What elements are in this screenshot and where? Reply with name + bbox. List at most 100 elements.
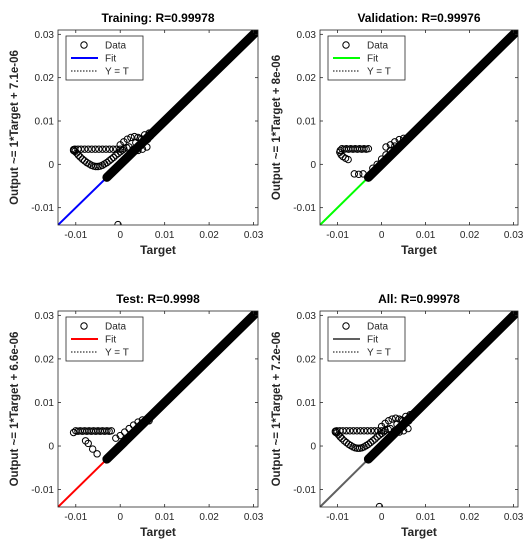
y-tick-label: 0.02 xyxy=(297,73,317,84)
data-point xyxy=(363,427,372,435)
data-point xyxy=(356,427,365,435)
legend-label: Fit xyxy=(367,335,378,346)
data-point xyxy=(91,145,100,153)
data-point xyxy=(391,427,399,435)
data-point xyxy=(355,170,363,179)
legend-label: Data xyxy=(367,41,389,52)
y-axis-label: Output ~= 1*Target + 8e-06 xyxy=(271,55,283,200)
data-point xyxy=(338,434,346,443)
regression-panel: -0.01 0 0.01 0.02 0.03 -0.01 0 0.01 0.02 0.03 Vali… xyxy=(271,11,524,257)
x-tick-label: -0.01 xyxy=(64,512,87,523)
data-point xyxy=(112,145,121,153)
x-axis-label: Target xyxy=(401,525,437,539)
data-point xyxy=(102,145,110,153)
x-axis-label: Target xyxy=(401,243,437,257)
data-point xyxy=(395,428,403,436)
legend-data-marker xyxy=(80,322,88,330)
data-point xyxy=(84,145,92,153)
data-point xyxy=(95,145,103,153)
y-tick-label: -0.01 xyxy=(293,485,316,496)
chart-title: Validation: R=0.99976 xyxy=(357,11,480,25)
legend-label: Fit xyxy=(105,54,116,65)
x-tick-label: 0.02 xyxy=(199,512,219,523)
x-tick-label: 0.02 xyxy=(199,230,219,241)
data-point xyxy=(114,220,122,225)
x-axis-label: Target xyxy=(140,525,176,539)
y-tick-label: 0.01 xyxy=(35,398,55,409)
data-point xyxy=(371,435,379,443)
legend: Data Fit Y = T xyxy=(65,316,144,362)
legend-data-marker xyxy=(342,41,350,49)
legend-label: Data xyxy=(105,322,127,333)
legend-label: Fit xyxy=(105,335,116,346)
data-point xyxy=(92,162,100,171)
data-point xyxy=(346,427,354,435)
data-point xyxy=(80,145,89,153)
data-point xyxy=(369,437,377,445)
x-tick-label: 0.03 xyxy=(504,230,524,241)
y-tick-label: 0.02 xyxy=(35,354,55,365)
chart-title: All: R=0.99978 xyxy=(378,292,460,306)
data-point xyxy=(109,145,117,153)
data-point xyxy=(134,418,142,426)
y-tick-label: -0.01 xyxy=(31,485,54,496)
data-point xyxy=(109,153,118,162)
y-tick-label: 0 xyxy=(48,160,54,171)
data-point xyxy=(350,170,359,178)
data-point xyxy=(375,502,384,507)
data-point xyxy=(382,151,390,159)
data-point xyxy=(76,153,84,161)
data-point xyxy=(377,155,386,163)
x-tick-label: 0.02 xyxy=(460,512,480,523)
legend-label: Y = T xyxy=(367,67,391,78)
data-point xyxy=(404,134,412,143)
y-tick-label: 0.01 xyxy=(297,398,317,409)
data-point xyxy=(353,427,361,435)
y-tick-label: 0.03 xyxy=(297,311,317,322)
data-point xyxy=(359,170,367,178)
y-axis-label: Output ~= 1*Target + 7.1e-06 xyxy=(9,50,21,205)
data-point xyxy=(373,160,381,169)
data-point xyxy=(344,155,352,164)
regression-panel: -0.01 0 0.01 0.02 0.03 -0.01 0 0.01 0.02 0.03 Trai… xyxy=(9,11,264,257)
x-tick-label: 0.01 xyxy=(155,230,175,241)
y-tick-label: 0.02 xyxy=(35,73,55,84)
x-tick-label: 0.03 xyxy=(244,512,264,523)
y-tick-label: 0.01 xyxy=(35,117,55,128)
data-point xyxy=(374,427,382,435)
data-point xyxy=(129,145,138,153)
plot-content xyxy=(58,30,258,225)
axes-box xyxy=(319,29,519,226)
legend-label: Y = T xyxy=(105,348,129,359)
legend-label: Y = T xyxy=(105,67,129,78)
data-point xyxy=(105,145,114,153)
x-tick-label: -0.01 xyxy=(326,512,349,523)
data-point xyxy=(107,155,116,163)
y-tick-label: 0.02 xyxy=(297,354,317,365)
plot-content xyxy=(320,311,518,507)
data-point xyxy=(339,427,347,435)
data-point xyxy=(370,427,379,435)
axes-box xyxy=(57,29,259,226)
data-point xyxy=(342,427,351,435)
legend-label: Data xyxy=(367,322,389,333)
data-dense-band xyxy=(102,30,258,182)
x-tick-label: 0.03 xyxy=(244,230,264,241)
data-point xyxy=(393,420,401,428)
x-tick-label: -0.01 xyxy=(64,230,87,241)
data-point xyxy=(349,427,358,435)
axes-box xyxy=(319,310,519,508)
data-point xyxy=(143,143,151,151)
chart-title: Training: R=0.99978 xyxy=(101,11,214,25)
data-point xyxy=(402,412,410,421)
data-point xyxy=(88,445,97,453)
data-point xyxy=(364,145,373,153)
data-point xyxy=(140,131,149,139)
x-tick-label: 0 xyxy=(379,230,385,241)
legend-box xyxy=(65,316,144,362)
legend-data-marker xyxy=(80,41,88,49)
x-tick-label: 0.01 xyxy=(155,512,175,523)
data-point xyxy=(143,415,151,423)
x-tick-label: 0 xyxy=(379,512,385,523)
